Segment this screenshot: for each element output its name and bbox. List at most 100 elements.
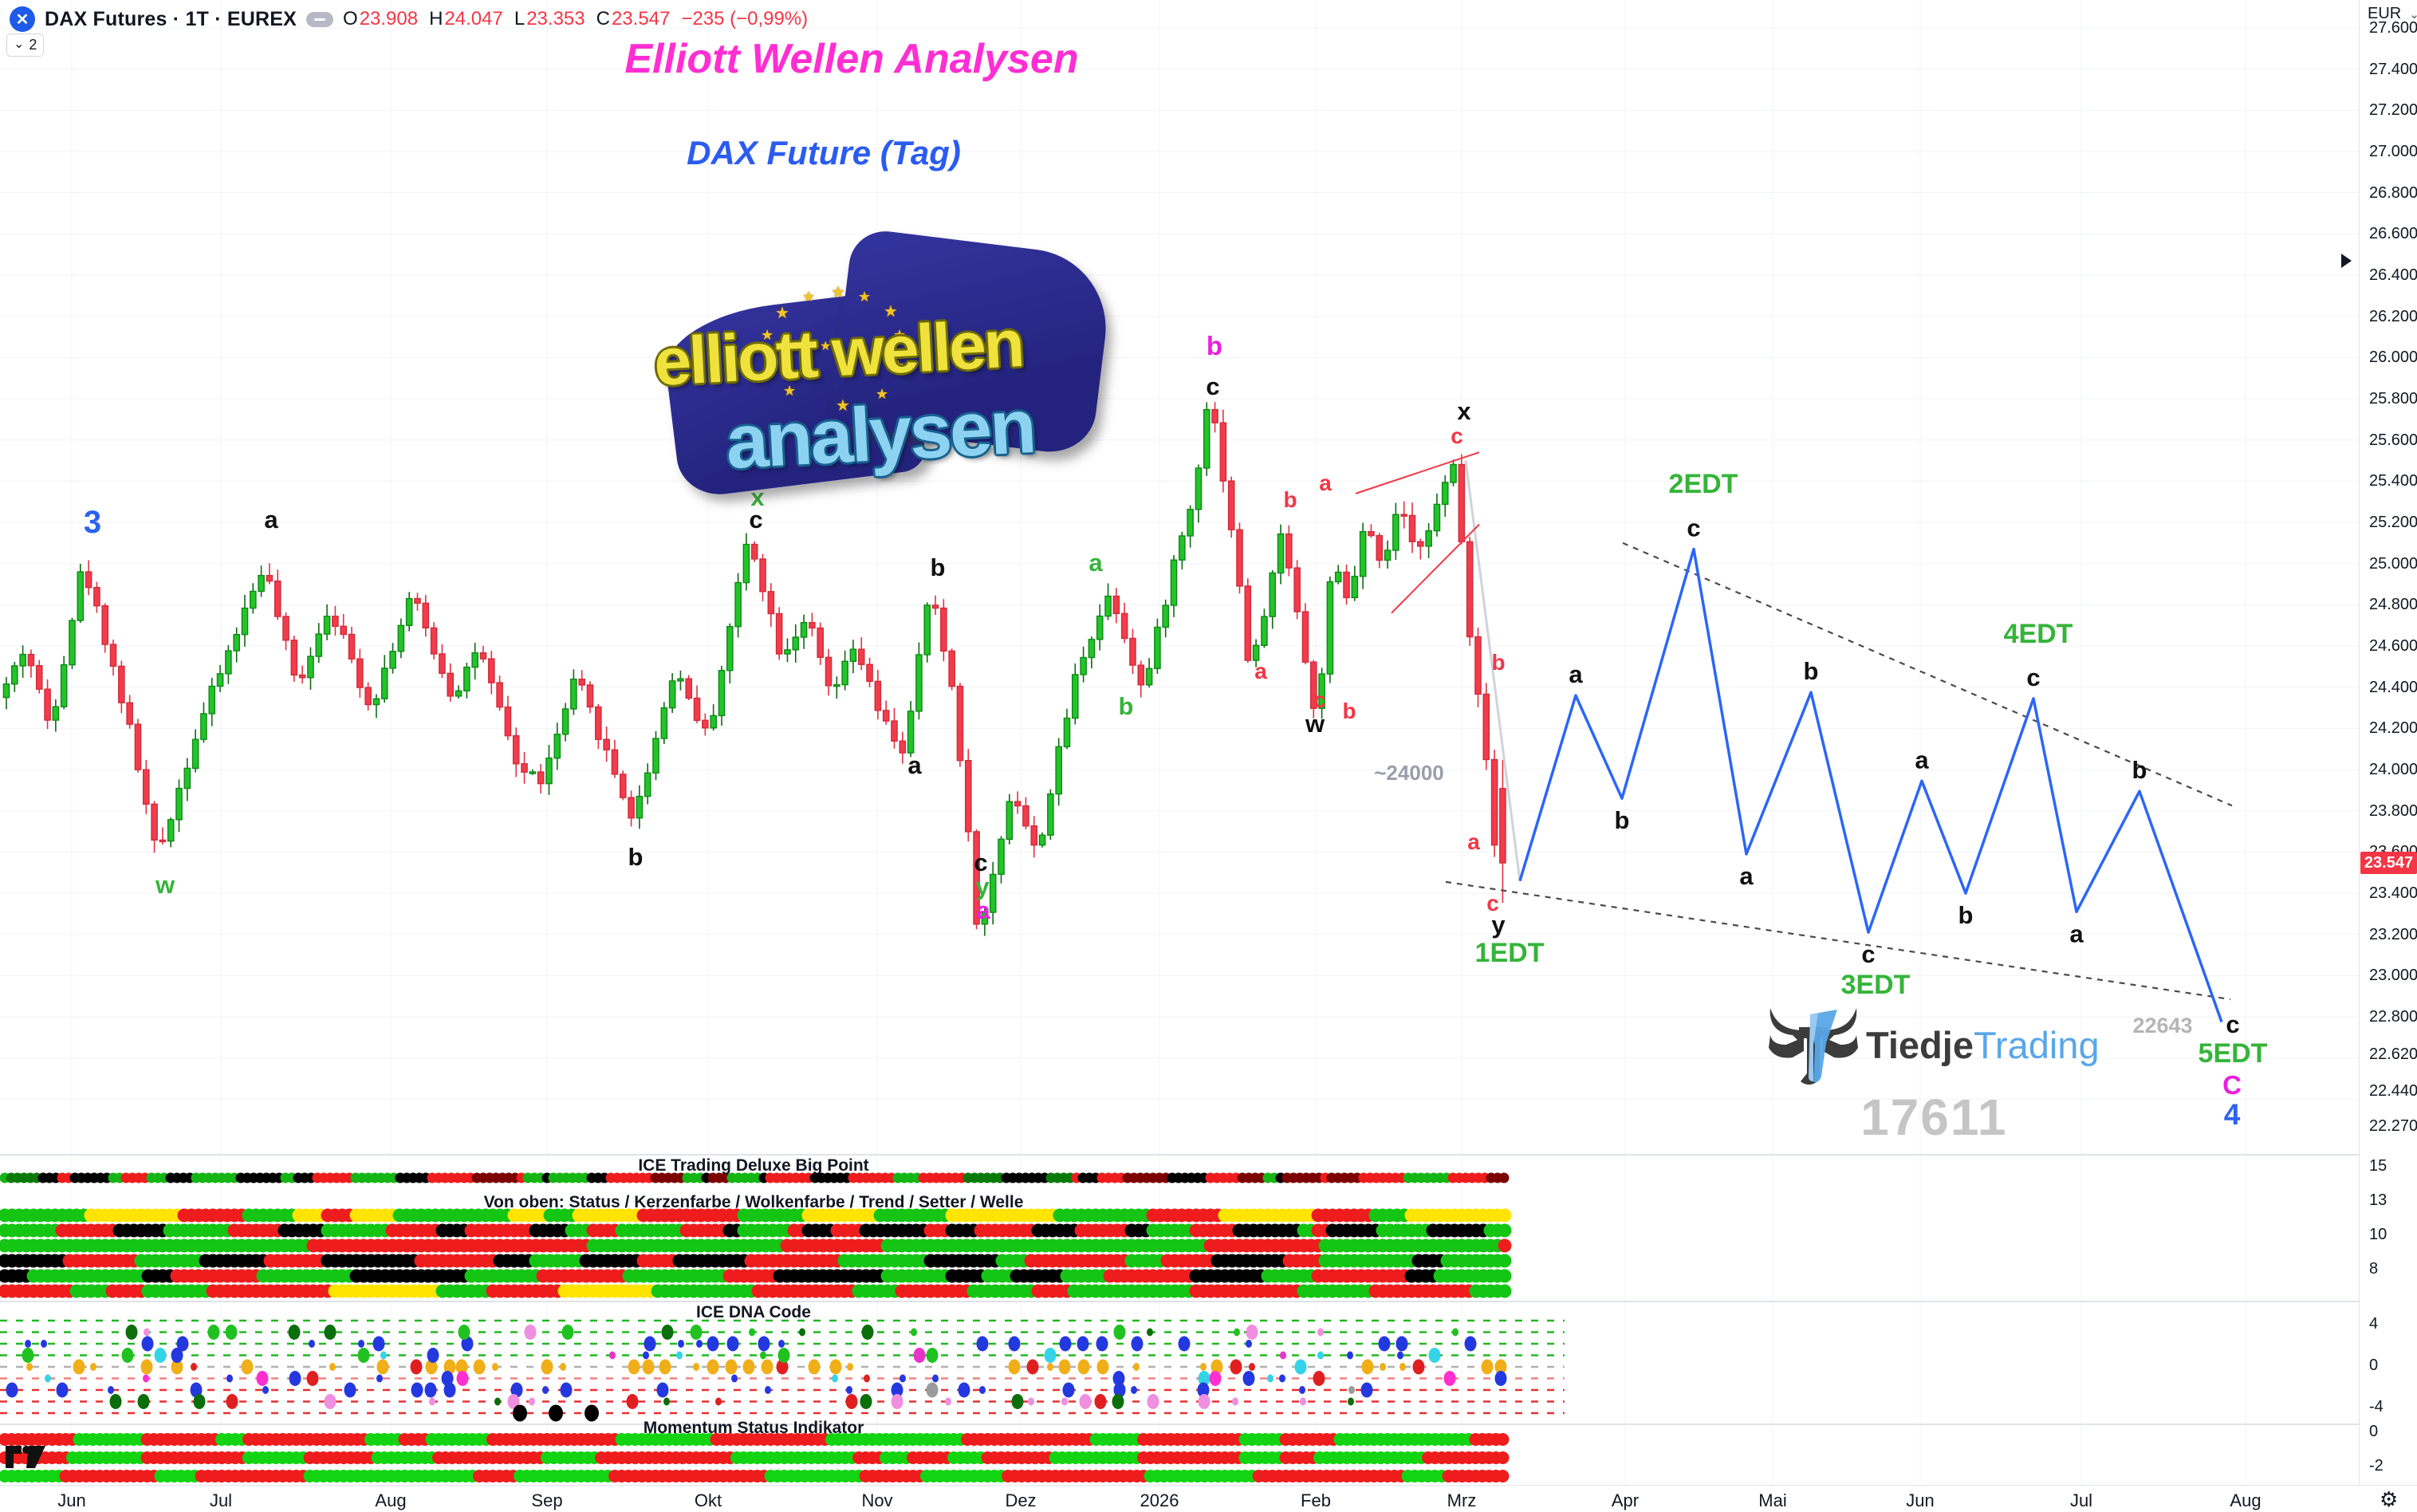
price-axis[interactable]: EUR ⌄ 27.600 27.400 27.200 27.000 26.800 26.6… [2359,0,2417,1511]
candle-body [1154,626,1161,670]
candle-body [915,654,923,712]
wave-label[interactable]: 3EDT [1841,970,1911,1000]
wave-label[interactable]: b [1283,487,1297,512]
projection-label[interactable]: c [2026,663,2040,691]
wave-label[interactable]: 3 [84,505,101,540]
candle-body [364,687,372,706]
wave-label[interactable]: b [628,843,644,871]
wave-label[interactable]: 5EDT [2199,1038,2268,1069]
channel-line-lower[interactable] [1445,880,2231,1001]
symbol-logo-icon[interactable]: ✕ [10,6,35,32]
wave-label[interactable]: b [931,553,946,581]
candle-body [998,838,1005,876]
wave-label[interactable]: c [974,849,987,876]
wave-label[interactable]: ~24000 [1374,761,1443,785]
wave-label[interactable]: 22643 [2132,1014,2192,1038]
wave-label[interactable]: c [1313,687,1326,712]
panel-scale-tick: 13 [2369,1191,2387,1209]
wave-label[interactable]: a [907,751,922,779]
price-tick: 27.200 [2369,101,2417,120]
projection-label[interactable]: c [1861,940,1875,968]
price-tick: 27.400 [2369,60,2417,78]
wave-label[interactable]: c [749,506,762,534]
chart-canvas[interactable]: a b c a b c a b c a b 3 a w x c b a b a b c y a b c b a x c a c b w b a c y 1E… [0,0,2359,1485]
wave-label[interactable]: a [1088,549,1103,577]
wedge-line-lower[interactable] [1391,523,1480,614]
projection-label[interactable]: b [1615,806,1630,834]
tradingview-logo[interactable] [5,1445,46,1469]
projection-label[interactable]: c [1687,514,1700,542]
projection-label[interactable]: b [2132,756,2147,784]
last-price-badge: 23.547 [2360,852,2417,875]
wave-label[interactable]: y [975,872,990,900]
month-label: Jun [1906,1490,1935,1510]
projection-label[interactable]: a [2069,919,2084,947]
candle-body [496,682,503,708]
legend-more-icon[interactable] [306,11,334,27]
projection-label[interactable]: b [1804,657,1819,685]
wave-label[interactable]: a [1319,471,1332,495]
candle-body [1466,541,1474,638]
price-tick: 23.800 [2369,801,2417,820]
candle-body [126,702,133,725]
wave-label[interactable]: 1EDT [1475,938,1545,968]
wave-label[interactable]: c [1486,891,1499,915]
price-tick: 24.600 [2369,637,2417,656]
wave-label[interactable]: C [2222,1070,2242,1100]
candle-body [1145,667,1153,686]
wave-label[interactable]: c [1206,372,1219,400]
wave-label[interactable]: a [264,506,278,534]
wave-label[interactable]: w [155,871,175,899]
wave-label[interactable]: a [1467,829,1480,854]
candle-body [1277,533,1285,574]
candle-body [422,602,430,629]
projection-label[interactable]: a [1569,660,1583,688]
candle-body [1482,693,1490,761]
wave-label[interactable]: c [2226,1010,2239,1038]
indicator-dot-row [0,1223,1512,1238]
panel-scale-tick: 8 [2369,1260,2379,1278]
price-tick: 26.800 [2369,183,2417,202]
symbol-title[interactable]: DAX Futures · 1T · EUREX [45,7,297,30]
wave-label[interactable]: 4EDT [2004,619,2073,649]
wave-label[interactable]: b [1491,650,1505,675]
chevron-down-icon[interactable]: ⌄ [2409,7,2417,22]
wedge-line-upper[interactable] [1355,451,1480,494]
candle-body [1499,788,1506,864]
object-tree-toggle[interactable]: ⌄ 2 [6,33,45,57]
panel-scale-tick: -4 [2369,1398,2384,1416]
goto-latest-icon[interactable] [2341,254,2352,268]
candle-body [323,616,331,635]
ghost-line[interactable] [1464,460,1521,881]
candle-body [1408,514,1416,542]
time-axis[interactable]: Jun Jul Aug Sep Okt Nov Dez 2026 Feb Mrz Apr Mai Jun… [0,1485,2417,1512]
wave-label[interactable]: w [1305,710,1325,738]
wave-label[interactable]: c [1451,423,1463,448]
candle-body [759,558,766,593]
wave-label[interactable]: b [1342,699,1356,723]
gear-icon[interactable]: ⚙ [2380,1487,2399,1511]
candle-body [1120,612,1128,640]
wave-label[interactable]: y [1491,911,1506,939]
wave-label[interactable]: a [976,896,990,924]
wave-label[interactable]: 2EDT [1669,469,1738,499]
candle-body [282,616,289,641]
wave-label[interactable]: a [1254,659,1267,683]
eu-star-icon: ★ [892,357,905,373]
projection-label[interactable]: a [1739,862,1754,890]
page-title: Elliott Wellen Analysen [624,36,1079,82]
wave-label[interactable]: x [1457,397,1471,425]
month-label: 2026 [1140,1490,1179,1510]
projection-label[interactable]: b [1958,901,1974,929]
projection-label[interactable]: a [1915,746,1929,774]
indicator-dot-row [0,1238,1512,1253]
wave-label[interactable]: b [1207,331,1222,360]
candle-body [570,678,577,710]
projection-path[interactable] [1518,547,2223,1023]
wave-label[interactable]: 4 [2224,1098,2241,1131]
candle-body [1458,463,1466,542]
bull-logo-icon [1769,1008,1858,1085]
candle-body [857,648,865,665]
wave-label[interactable]: b [1119,692,1134,720]
